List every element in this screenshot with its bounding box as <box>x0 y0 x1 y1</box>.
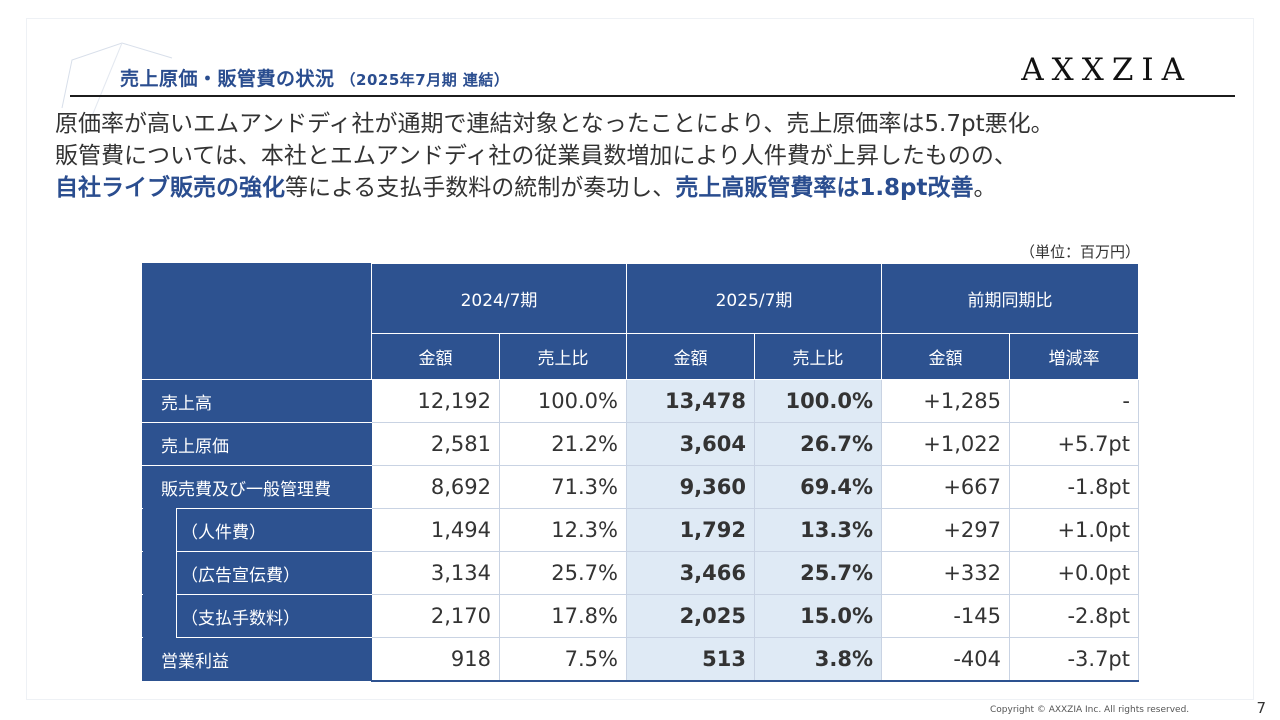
table-row: 売上高 12,192 100.0% 13,478 100.0% +1,285 - <box>142 379 1139 423</box>
cell-value: 8,692 <box>371 465 500 509</box>
title-subtitle: （2025年7月期 連結） <box>340 71 510 89</box>
lead-text: 原価率が高いエムアンドディ社が通期で連結対象となったことにより、売上原価率は5.… <box>55 108 1235 204</box>
indent-divider <box>176 595 177 637</box>
cell-value: +0.0pt <box>1009 551 1139 595</box>
cell-value: 7.5% <box>499 637 627 682</box>
cell-value-current: 13.3% <box>754 508 882 552</box>
row-label-text: （支払手数料） <box>181 608 300 629</box>
cell-value-current: 3,604 <box>626 422 755 466</box>
cell-value: - <box>1009 379 1139 423</box>
row-label: 売上高 <box>142 379 372 423</box>
cell-value-current: 3,466 <box>626 551 755 595</box>
cell-value-current: 3.8% <box>754 637 882 682</box>
row-label: 営業利益 <box>142 637 372 681</box>
table-corner-cell <box>142 263 372 380</box>
cell-value-current: 69.4% <box>754 465 882 509</box>
cell-value: 100.0% <box>499 379 627 423</box>
decorative-lines <box>61 42 173 117</box>
lead-line-3-end: 。 <box>973 175 997 201</box>
page-title: 売上原価・販管費の状況 （2025年7月期 連結） <box>120 64 509 91</box>
header-period-prior: 2024/7期 <box>371 263 627 334</box>
cell-value: -145 <box>881 594 1010 638</box>
copyright-notice: Copyright © AXXZIA Inc. All rights reser… <box>990 705 1190 715</box>
cell-value-current: 9,360 <box>626 465 755 509</box>
title-main: 売上原価・販管費の状況 <box>120 68 335 90</box>
subheader-ratio: 売上比 <box>754 333 882 380</box>
cell-value: 25.7% <box>499 551 627 595</box>
cell-value: +332 <box>881 551 1010 595</box>
table-row: 販売費及び一般管理費 8,692 71.3% 9,360 69.4% +667 … <box>142 465 1139 509</box>
cell-value: 12.3% <box>499 508 627 552</box>
cell-value-current: 15.0% <box>754 594 882 638</box>
table-row: （人件費） 1,494 12.3% 1,792 13.3% +297 +1.0p… <box>142 508 1139 552</box>
row-label-text: （人件費） <box>181 522 266 543</box>
lead-line-1: 原価率が高いエムアンドディ社が通期で連結対象となったことにより、売上原価率は5.… <box>55 111 1054 137</box>
cell-value: 71.3% <box>499 465 627 509</box>
financial-table: 2024/7期 2025/7期 前期同期比 金額 売上比 金額 売上比 金額 増… <box>142 263 1139 682</box>
cell-value: 918 <box>371 637 500 682</box>
cell-value-current: 1,792 <box>626 508 755 552</box>
row-label-subitem: （人件費） <box>142 508 372 552</box>
slide-frame <box>26 18 1254 700</box>
cell-value: +297 <box>881 508 1010 552</box>
cell-value: 2,581 <box>371 422 500 466</box>
cell-value: +1,285 <box>881 379 1010 423</box>
table-row: （広告宣伝費） 3,134 25.7% 3,466 25.7% +332 +0.… <box>142 551 1139 595</box>
cell-value: 12,192 <box>371 379 500 423</box>
cell-value-current: 26.7% <box>754 422 882 466</box>
cell-value: +1,022 <box>881 422 1010 466</box>
cell-value: -2.8pt <box>1009 594 1139 638</box>
header-period-yoy: 前期同期比 <box>881 263 1139 334</box>
lead-emphasis-2: 売上高販管費率は1.8pt改善 <box>675 175 974 201</box>
page-number: 7 <box>1256 699 1266 717</box>
cell-value-current: 100.0% <box>754 379 882 423</box>
row-label: 売上原価 <box>142 422 372 466</box>
indent-divider <box>176 509 177 551</box>
cell-value: +5.7pt <box>1009 422 1139 466</box>
cell-value: 21.2% <box>499 422 627 466</box>
header-divider <box>70 95 1235 97</box>
indent-spacer <box>143 508 176 552</box>
indent-spacer <box>143 551 176 595</box>
table-row: （支払手数料） 2,170 17.8% 2,025 15.0% -145 -2.… <box>142 594 1139 638</box>
cell-value: 2,170 <box>371 594 500 638</box>
cell-value: +1.0pt <box>1009 508 1139 552</box>
cell-value: 17.8% <box>499 594 627 638</box>
row-label: 販売費及び一般管理費 <box>142 465 372 509</box>
cell-value-current: 2,025 <box>626 594 755 638</box>
cell-value: 1,494 <box>371 508 500 552</box>
lead-line-2: 販管費については、本社とエムアンドディ社の従業員数増加により人件費が上昇したもの… <box>55 143 1017 169</box>
lead-line-3: 自社ライブ販売の強化等による支払手数料の統制が奏功し、売上高販管費率は1.8pt… <box>55 172 1235 204</box>
subheader-amount: 金額 <box>881 333 1010 380</box>
indent-spacer <box>143 594 176 638</box>
cell-value: 3,134 <box>371 551 500 595</box>
cell-value: +667 <box>881 465 1010 509</box>
company-logo: AXXZIA <box>1021 52 1192 88</box>
indent-divider <box>176 552 177 594</box>
lead-line-3-middle: 等による支払手数料の統制が奏功し、 <box>285 175 676 201</box>
subheader-ratio: 売上比 <box>499 333 627 380</box>
row-label-text: （広告宣伝費） <box>181 565 300 586</box>
unit-note: （単位：百万円） <box>1019 243 1140 261</box>
subheader-change-rate: 増減率 <box>1009 333 1139 380</box>
cell-value-current: 513 <box>626 637 755 682</box>
cell-value-current: 13,478 <box>626 379 755 423</box>
table-row: 営業利益 918 7.5% 513 3.8% -404 -3.7pt <box>142 637 1139 682</box>
cell-value-current: 25.7% <box>754 551 882 595</box>
row-label-subitem: （広告宣伝費） <box>142 551 372 595</box>
cell-value: -404 <box>881 637 1010 682</box>
table-row: 売上原価 2,581 21.2% 3,604 26.7% +1,022 +5.7… <box>142 422 1139 466</box>
subheader-amount: 金額 <box>626 333 755 380</box>
lead-emphasis-1: 自社ライブ販売の強化 <box>55 175 285 201</box>
row-label-subitem: （支払手数料） <box>142 594 372 638</box>
cell-value: -1.8pt <box>1009 465 1139 509</box>
subheader-amount: 金額 <box>371 333 500 380</box>
header-period-current: 2025/7期 <box>626 263 882 334</box>
cell-value: -3.7pt <box>1009 637 1139 682</box>
